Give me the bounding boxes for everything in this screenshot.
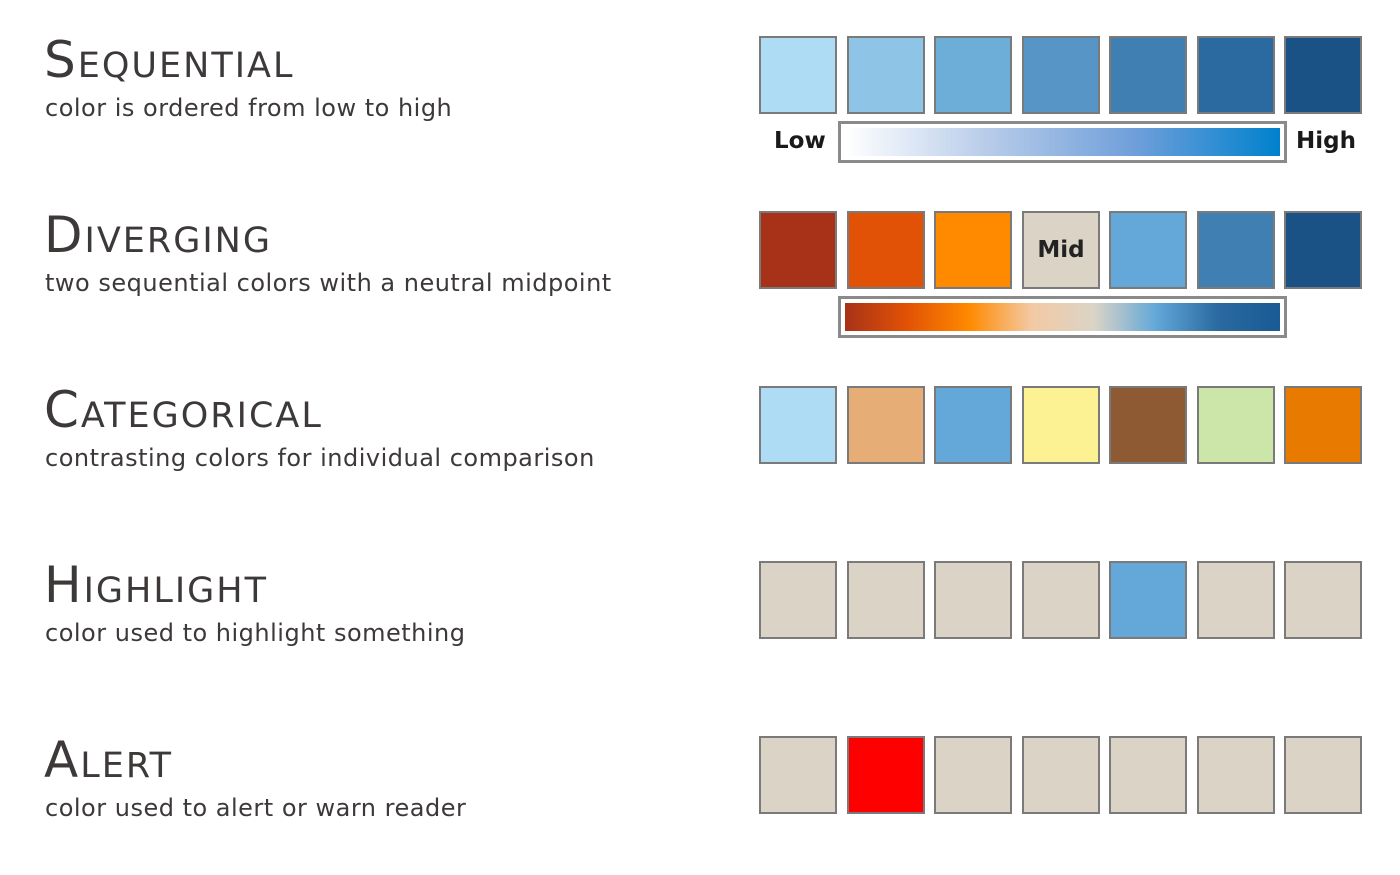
color-swatch xyxy=(759,36,837,114)
color-swatch xyxy=(1109,561,1187,639)
color-swatch xyxy=(1284,36,1362,114)
gradient-fill xyxy=(845,303,1280,331)
color-swatch xyxy=(847,211,925,289)
color-swatch xyxy=(934,736,1012,814)
color-swatch xyxy=(759,386,837,464)
section-title: Diverging xyxy=(44,206,272,264)
color-swatch xyxy=(1022,736,1100,814)
color-swatch xyxy=(934,211,1012,289)
color-swatch xyxy=(1022,36,1100,114)
color-swatch xyxy=(1284,561,1362,639)
section-title: Categorical xyxy=(44,381,323,439)
ramp-low-label: Low xyxy=(774,128,826,154)
section-description: contrasting colors for individual compar… xyxy=(45,444,595,472)
section-title: Highlight xyxy=(44,556,269,614)
color-swatch: Mid xyxy=(1022,211,1100,289)
color-swatch xyxy=(934,386,1012,464)
swatch-row: Mid xyxy=(759,211,1362,289)
section-title: Sequential xyxy=(44,31,295,89)
palette-section-alert: Alert color used to alert or warn reader xyxy=(0,700,1400,875)
palette-section-sequential: Sequential color is ordered from low to … xyxy=(0,0,1400,175)
gradient-ramp xyxy=(838,296,1287,338)
color-swatch xyxy=(1284,211,1362,289)
section-description: color used to highlight something xyxy=(45,619,466,647)
color-swatch xyxy=(1197,211,1275,289)
gradient-fill xyxy=(845,128,1280,156)
section-description: color is ordered from low to high xyxy=(45,94,453,122)
swatch-row xyxy=(759,736,1362,814)
section-description: two sequential colors with a neutral mid… xyxy=(45,269,612,297)
ramp-high-label: High xyxy=(1296,128,1356,154)
swatch-row xyxy=(759,36,1362,114)
color-swatch xyxy=(934,561,1012,639)
color-swatch xyxy=(1197,36,1275,114)
palette-section-highlight: Highlight color used to highlight someth… xyxy=(0,525,1400,700)
color-swatch xyxy=(759,736,837,814)
color-swatch xyxy=(759,561,837,639)
color-swatch xyxy=(1284,386,1362,464)
color-swatch xyxy=(847,561,925,639)
section-description: color used to alert or warn reader xyxy=(45,794,467,822)
swatch-row xyxy=(759,386,1362,464)
color-swatch xyxy=(1197,736,1275,814)
color-swatch xyxy=(759,211,837,289)
color-swatch xyxy=(1109,386,1187,464)
gradient-ramp xyxy=(838,121,1287,163)
swatch-row xyxy=(759,561,1362,639)
palette-section-categorical: Categorical contrasting colors for indiv… xyxy=(0,350,1400,525)
color-swatch xyxy=(934,36,1012,114)
swatch-label: Mid xyxy=(1037,237,1085,263)
color-swatch xyxy=(1197,561,1275,639)
palette-section-diverging: Diverging two sequential colors with a n… xyxy=(0,175,1400,350)
color-swatch xyxy=(1109,36,1187,114)
color-swatch xyxy=(1022,386,1100,464)
color-swatch xyxy=(847,386,925,464)
color-swatch xyxy=(847,36,925,114)
color-swatch xyxy=(847,736,925,814)
color-swatch xyxy=(1109,736,1187,814)
color-swatch xyxy=(1197,386,1275,464)
color-swatch xyxy=(1022,561,1100,639)
color-swatch xyxy=(1284,736,1362,814)
color-swatch xyxy=(1109,211,1187,289)
section-title: Alert xyxy=(44,731,173,789)
